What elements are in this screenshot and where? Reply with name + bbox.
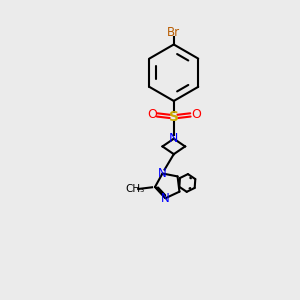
Text: N: N bbox=[158, 167, 167, 180]
Text: N: N bbox=[169, 132, 178, 145]
Text: S: S bbox=[169, 110, 179, 124]
Text: O: O bbox=[191, 108, 201, 122]
Text: O: O bbox=[147, 108, 157, 122]
Text: Br: Br bbox=[167, 26, 180, 38]
Text: CH₃: CH₃ bbox=[126, 184, 145, 194]
Text: N: N bbox=[161, 192, 170, 205]
